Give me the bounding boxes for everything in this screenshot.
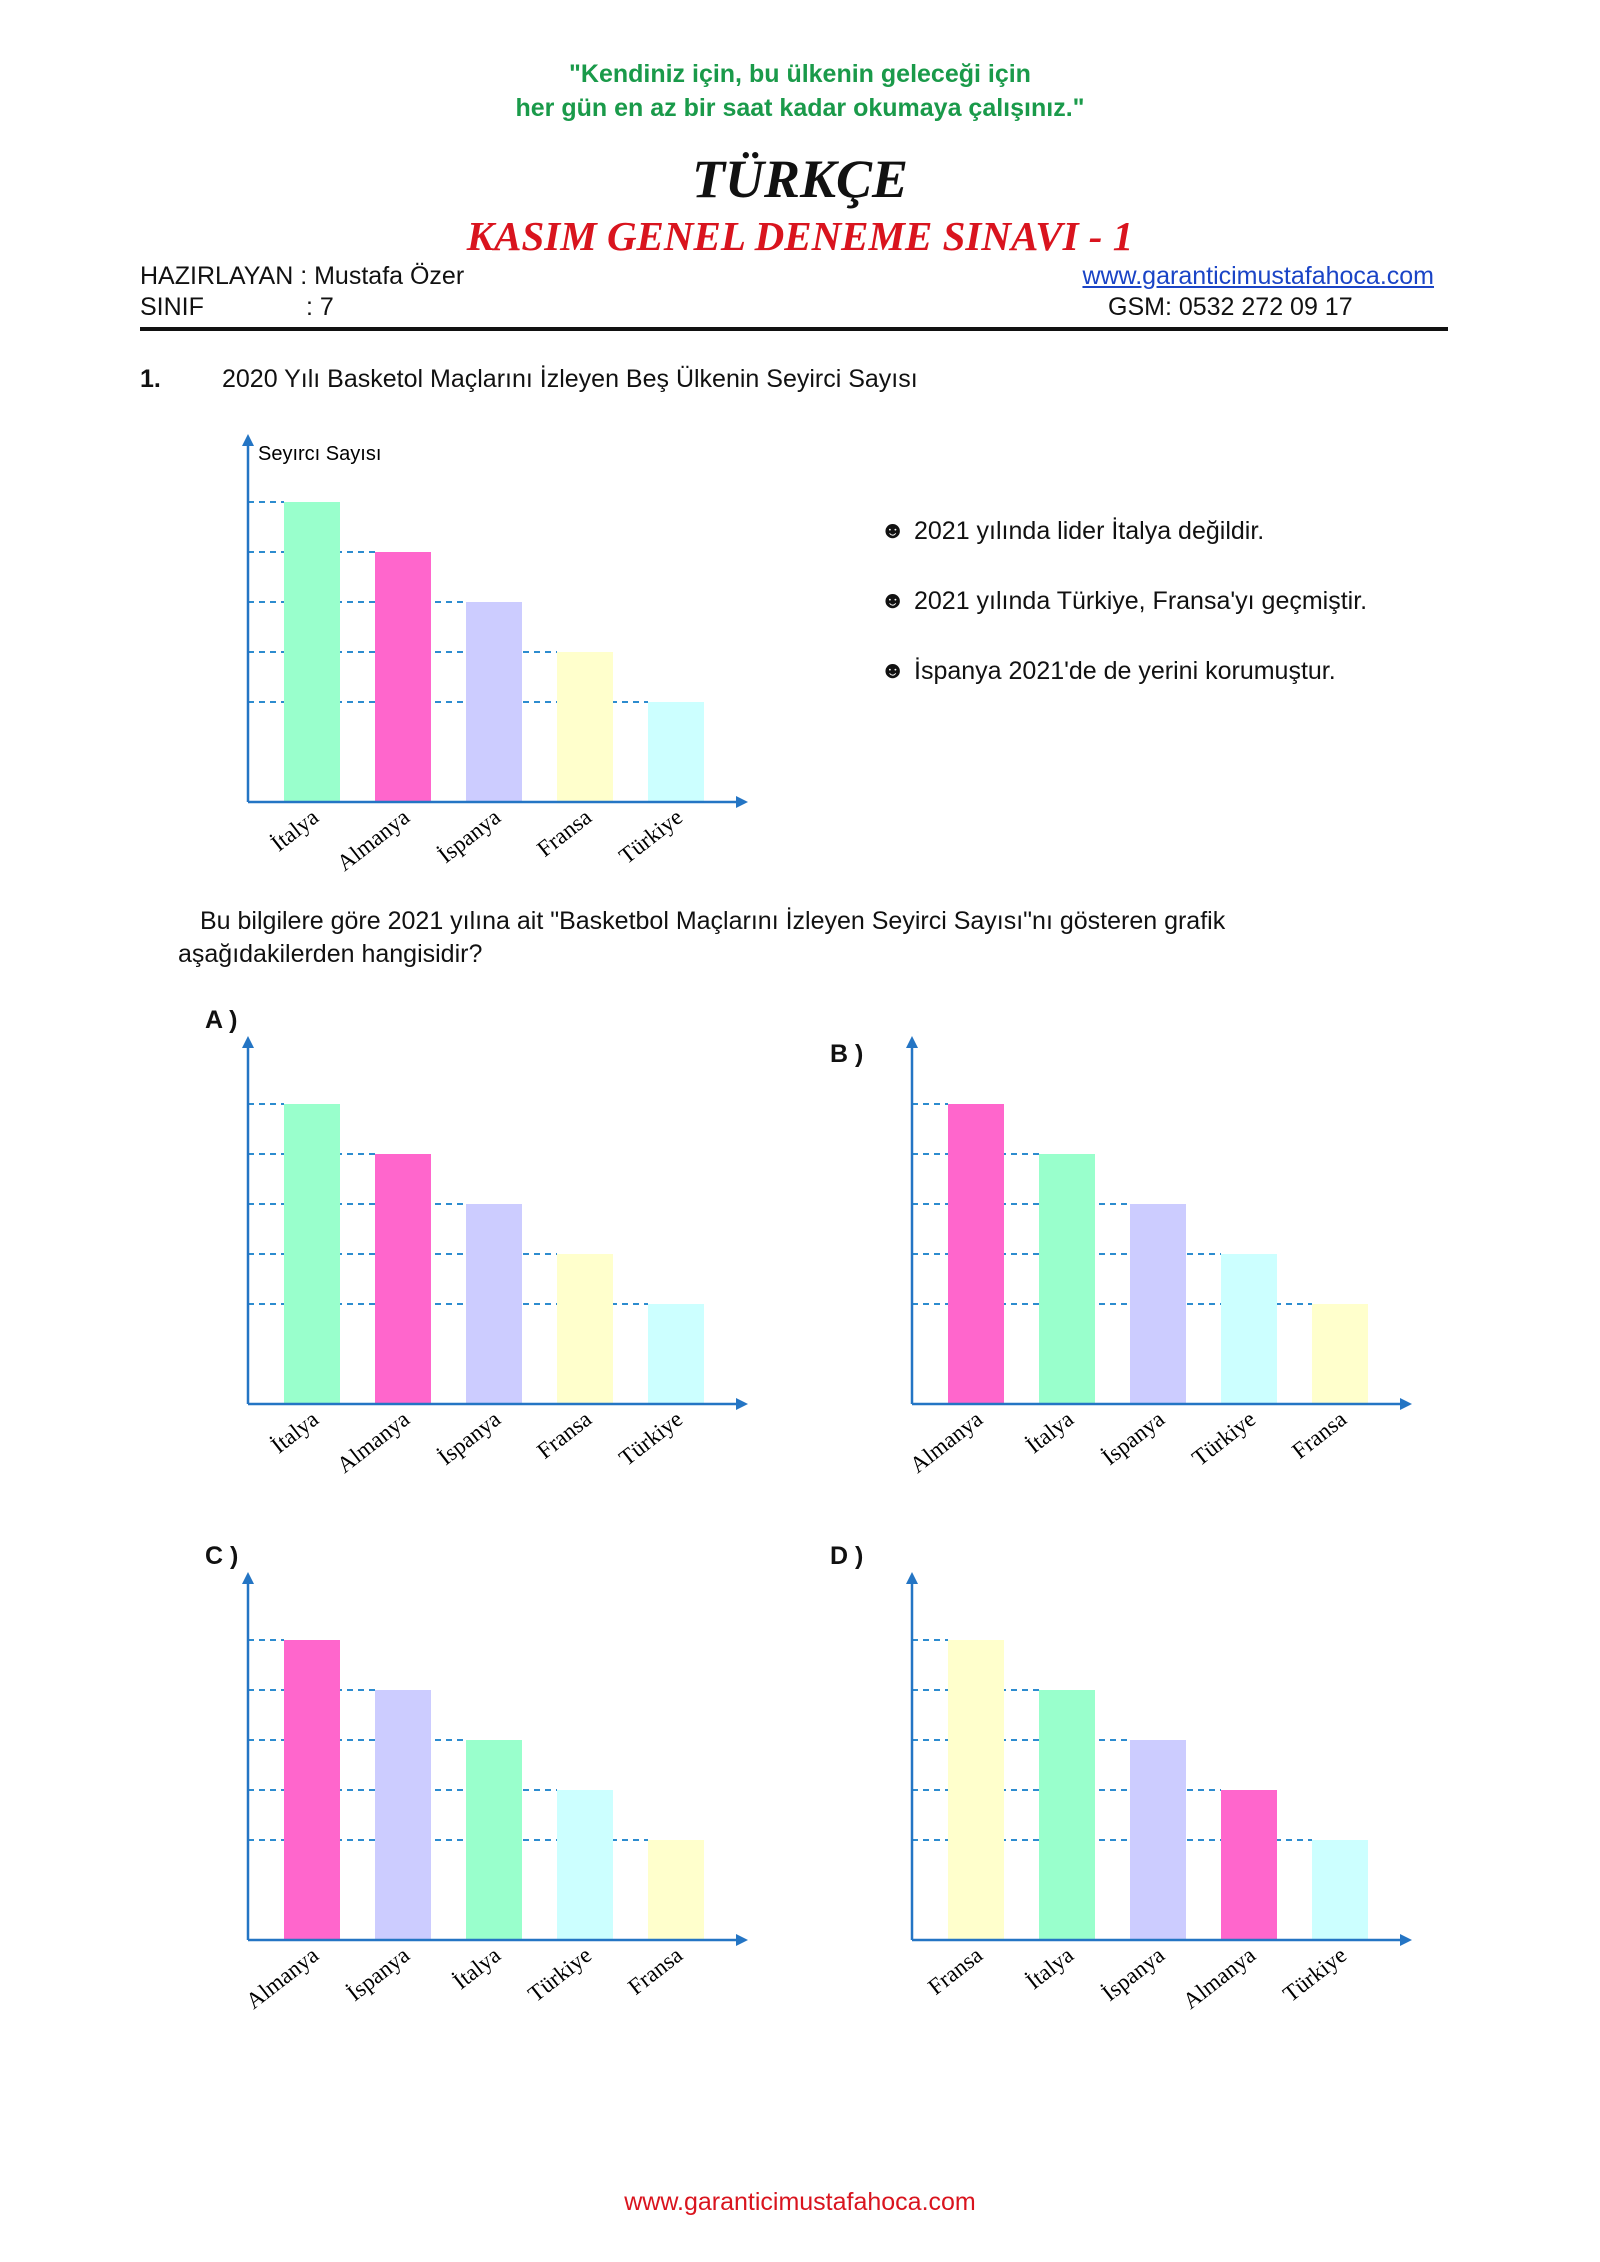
option-d-chart: Fransa İtalya İspanya Almanya Türkiye <box>906 1572 1412 2014</box>
bar <box>1312 1304 1368 1404</box>
bar <box>557 652 613 802</box>
clue-item: ☻ 2021 yılında lider İtalya değildir. <box>880 496 1367 566</box>
category-label: Türkiye <box>1187 1406 1260 1471</box>
category-label: Fransa <box>532 804 596 861</box>
category-label: İspanya <box>433 1406 505 1470</box>
option-b-chart: Almanya İtalya İspanya Türkiye Fransa <box>905 1036 1412 1478</box>
category-label: İtalya <box>1021 1942 1078 1994</box>
bar <box>1130 1204 1186 1404</box>
bar <box>284 1104 340 1404</box>
category-label: İtalya <box>1021 1406 1078 1458</box>
exam-title: KASIM GENEL DENEME SINAVI - 1 <box>466 213 1134 259</box>
category-label: Türkiye <box>523 1942 596 2007</box>
option-a-chart: İtalya Almanya İspanya Fransa Türkiye <box>242 1036 748 1478</box>
footer-website[interactable]: www.garanticimustafahoca.com <box>624 2188 976 2216</box>
bar <box>1221 1790 1277 1940</box>
class-value: : 7 <box>306 293 334 321</box>
category-label: İspanya <box>433 804 505 868</box>
category-label: Almanya <box>332 804 414 876</box>
bar <box>1039 1154 1095 1404</box>
smiley-icon: ☻ <box>880 517 906 544</box>
prompt-line-2: aşağıdakilerden hangisidir? <box>178 940 483 968</box>
option-d-label[interactable]: D ) <box>830 1542 864 1570</box>
author-label: HAZIRLAYAN : Mustafa Özer <box>140 262 465 290</box>
category-label: İspanya <box>1097 1406 1169 1470</box>
bar <box>557 1790 613 1940</box>
category-label: İtalya <box>266 804 323 856</box>
website-link-text[interactable]: www.garanticimustafahoca.com <box>1082 262 1434 290</box>
bar <box>1039 1690 1095 1940</box>
category-label: Fransa <box>923 1942 987 1999</box>
bar <box>466 1204 522 1404</box>
category-label: İtalya <box>448 1942 505 1994</box>
bar <box>466 602 522 802</box>
category-label: Almanya <box>905 1406 987 1478</box>
prompt-line-1: Bu bilgilere göre 2021 yılına ait "Baske… <box>200 907 1226 935</box>
motto-line-2: her gün en az bir saat kadar okumaya çal… <box>515 94 1085 122</box>
category-label: Almanya <box>241 1942 323 2014</box>
motto-line-1: "Kendiniz için, bu ülkenin geleceği için <box>569 60 1031 88</box>
bar <box>648 1840 704 1940</box>
y-axis-label: Seyırcı Sayısı <box>258 443 381 465</box>
category-label: Türkiye <box>614 1406 687 1471</box>
question-prompt: Bu bilgilere göre 2021 yılına ait "Baske… <box>178 905 1400 971</box>
website-link[interactable]: www.garanticimustafahoca.com <box>1082 261 1434 291</box>
category-label: Fransa <box>1287 1406 1351 1463</box>
bar <box>375 1154 431 1404</box>
class-label: SINIF <box>140 293 204 321</box>
bar <box>375 552 431 802</box>
bar <box>284 502 340 802</box>
bar <box>466 1740 522 1940</box>
gsm-number: GSM: 0532 272 09 17 <box>1108 293 1353 321</box>
category-label: Almanya <box>1178 1942 1260 2014</box>
category-label: Türkiye <box>1278 1942 1351 2007</box>
bar <box>1312 1840 1368 1940</box>
option-b-label[interactable]: B ) <box>830 1040 864 1068</box>
clue-item: ☻ 2021 yılında Türkiye, Fransa'yı geçmiş… <box>880 566 1367 636</box>
bar <box>948 1640 1004 1940</box>
smiley-icon: ☻ <box>880 587 906 614</box>
option-c-label[interactable]: C ) <box>205 1542 239 1570</box>
category-label: İspanya <box>342 1942 414 2006</box>
category-label: Fransa <box>623 1942 687 1999</box>
header-divider <box>140 327 1448 331</box>
bar <box>648 1304 704 1404</box>
category-label: İspanya <box>1097 1942 1169 2006</box>
bar <box>284 1640 340 1940</box>
smiley-icon: ☻ <box>880 657 906 684</box>
option-c-chart: Almanya İspanya İtalya Türkiye Fransa <box>241 1572 748 2014</box>
clue-item: ☻ İspanya 2021'de de yerini korumuştur. <box>880 636 1367 706</box>
bar <box>948 1104 1004 1404</box>
option-a-label[interactable]: A ) <box>205 1006 238 1034</box>
bar <box>375 1690 431 1940</box>
category-label: Fransa <box>532 1406 596 1463</box>
bar <box>1221 1254 1277 1404</box>
clue-text: İspanya 2021'de de yerini korumuştur. <box>914 656 1336 685</box>
question-title: 2020 Yılı Basketol Maçlarını İzleyen Beş… <box>222 365 918 393</box>
category-label: Almanya <box>332 1406 414 1478</box>
clue-text: 2021 yılında Türkiye, Fransa'yı geçmişti… <box>914 586 1368 615</box>
category-label: Türkiye <box>614 804 687 869</box>
clue-text: 2021 yılında lider İtalya değildir. <box>914 516 1265 545</box>
question-number: 1. <box>140 365 161 393</box>
subject-title: TÜRKÇE <box>691 149 909 209</box>
bar <box>1130 1740 1186 1940</box>
clue-list: ☻ 2021 yılında lider İtalya değildir. ☻ … <box>880 496 1367 706</box>
main-chart: Seyırcı Sayısı İtalya Almanya İspanya Fransa… <box>242 434 748 876</box>
bar <box>648 702 704 802</box>
bar <box>557 1254 613 1404</box>
category-label: İtalya <box>266 1406 323 1458</box>
